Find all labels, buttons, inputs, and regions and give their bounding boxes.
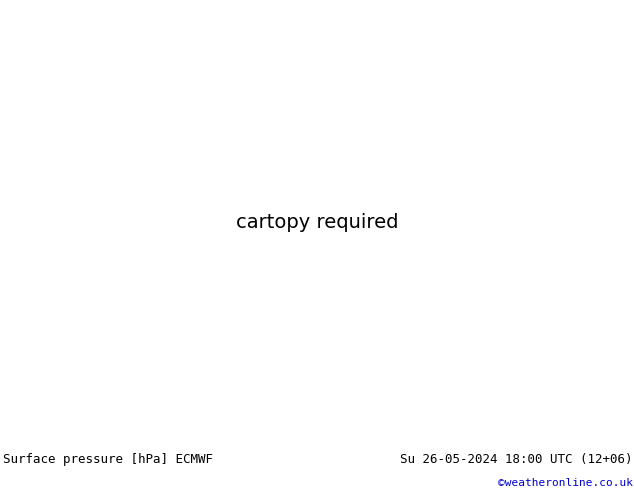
Text: ©weatheronline.co.uk: ©weatheronline.co.uk xyxy=(498,478,633,488)
Text: Surface pressure [hPa] ECMWF: Surface pressure [hPa] ECMWF xyxy=(3,453,213,466)
Text: cartopy required: cartopy required xyxy=(236,213,398,232)
Text: Su 26-05-2024 18:00 UTC (12+06): Su 26-05-2024 18:00 UTC (12+06) xyxy=(400,453,633,466)
